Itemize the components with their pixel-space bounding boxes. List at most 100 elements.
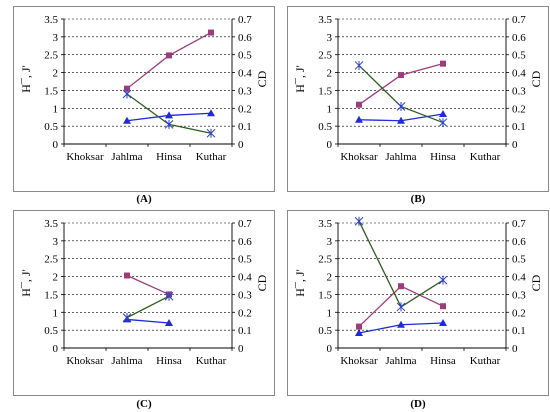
y-right-tick-label: 0.5 [238,50,252,62]
x-tick-label: Khoksar [340,151,378,163]
y-left-tick-label: 1.5 [44,85,58,97]
y-right-axis-title: CD [529,70,543,87]
y-left-tick-label: 0 [53,343,59,355]
series-line [358,220,444,308]
data-point-star [122,313,132,323]
y-left-tick-label: 0.5 [44,121,58,133]
y-right-tick-label: 0 [512,343,518,355]
y-right-tick-label: 0.6 [238,32,252,44]
caption-c: (C) [136,398,152,410]
x-tick-label: Jahlma [385,355,416,367]
chart-panel-c: 0 0.5 1 1.5 2 2.5 3 3.5 0 0.1 0.2 0.3 0.4 0.5 0.6 0.7 Kh… [13,210,275,396]
y-right-axis-title: CD [529,274,543,291]
x-tick-label: Jahlma [385,151,416,163]
data-point-triangle [123,116,131,124]
y-left-tick-label: 1 [53,307,59,319]
series-line [358,63,444,106]
y-right-tick-label: 0.2 [512,307,526,319]
data-point-square [440,303,446,310]
data-point-triangle [165,319,173,326]
y-left-tick-label: 0 [327,139,333,151]
y-right-tick-label: 0.4 [238,272,252,284]
chart-a: 0 0.5 1 1.5 2 2.5 3 3.5 0 0.1 0.2 0.3 0.4 0.5 0.6 0.7 Kh… [19,14,269,163]
data-point-triangle [397,116,405,124]
data-point-triangle [439,110,447,117]
y-right-tick-label: 0.2 [238,103,252,115]
data-point-triangle [355,115,363,123]
series-line [126,32,212,90]
y-right-tick-label: 0.5 [512,50,526,62]
y-right-tick-label: 0.1 [238,121,252,133]
y-right-tick-label: 0.1 [512,121,526,133]
y-right-tick-label: 0.6 [512,236,526,248]
y-right-tick-label: 0 [238,343,244,355]
x-tick-label: Khoksar [66,151,104,163]
series-line [126,295,170,319]
data-point-star [354,60,364,70]
y-right-tick-label: 0.7 [512,14,526,26]
x-tick-label: Kuthar [196,151,227,163]
caption-d: (D) [410,398,426,410]
x-tick-label: Kuthar [196,355,227,367]
y-left-tick-label: 0 [53,139,59,151]
y-left-tick-label: 3 [53,32,59,44]
data-point-square [356,101,362,108]
x-tick-label: Kuthar [470,355,501,367]
y-left-tick-label: 3 [327,236,333,248]
chart-c: 0 0.5 1 1.5 2 2.5 3 3.5 0 0.1 0.2 0.3 0.4 0.5 0.6 0.7 Kh… [19,218,269,367]
y-left-tick-label: 0.5 [318,325,332,337]
data-point-star [164,119,174,129]
data-point-star [438,275,448,285]
y-right-axis-title: CD [255,274,269,291]
y-right-tick-label: 0.4 [238,68,252,80]
chart-panel-a: 0 0.5 1 1.5 2 2.5 3 3.5 0 0.1 0.2 0.3 0.4 0.5 0.6 0.7 Kh… [13,6,275,192]
chart-b: 0 0.5 1 1.5 2 2.5 3 3.5 0 0.1 0.2 0.3 0.4 0.5 0.6 0.7 Kh… [293,14,543,163]
y-right-tick-label: 0.6 [512,32,526,44]
data-point-square [398,283,404,290]
data-point-star [354,216,364,226]
series-line [126,274,170,296]
y-left-tick-label: 1.5 [318,85,332,97]
data-point-star [206,128,216,138]
x-tick-label: Hinsa [430,151,456,163]
y-right-tick-label: 0.4 [512,272,526,284]
y-right-tick-label: 0.7 [512,218,526,230]
data-point-square [124,272,130,279]
y-left-tick-label: 2 [327,68,333,80]
data-point-star [396,302,406,312]
x-tick-label: Kuthar [470,151,501,163]
data-point-square [440,60,446,67]
y-right-tick-label: 0 [238,139,244,151]
y-left-tick-label: 1 [327,307,333,319]
data-point-square [356,323,362,330]
y-right-tick-label: 0.1 [238,325,252,337]
data-point-triangle [439,319,447,326]
y-left-tick-label: 2 [53,272,59,284]
series-line [126,318,170,324]
y-left-tick-label: 2.5 [44,254,58,266]
caption-b: (B) [410,193,426,205]
chart-panel-b: 0 0.5 1 1.5 2 2.5 3 3.5 0 0.1 0.2 0.3 0.4 0.5 0.6 0.7 Kh… [287,6,549,192]
data-point-triangle [355,329,363,336]
y-left-tick-label: 2 [327,272,333,284]
y-left-tick-label: 2.5 [318,254,332,266]
y-right-tick-label: 0.3 [512,85,526,97]
y-left-axis-title: H¯, J' [19,269,33,297]
y-left-axis-title: H¯, J' [293,269,307,297]
y-right-tick-label: 0.2 [512,103,526,115]
x-tick-label: Hinsa [430,355,456,367]
data-point-star [438,118,448,128]
y-left-tick-label: 1 [327,103,333,115]
y-left-tick-label: 1.5 [44,289,58,301]
data-point-square [124,85,130,92]
data-point-triangle [165,111,173,119]
y-left-tick-label: 3.5 [318,218,332,230]
y-right-tick-label: 0 [512,139,518,151]
y-left-tick-label: 3.5 [44,14,58,26]
caption-a: (A) [136,193,152,205]
y-left-tick-label: 2 [53,68,59,80]
y-left-tick-label: 0 [327,343,333,355]
data-point-triangle [397,320,405,328]
y-right-tick-label: 0.3 [238,85,252,97]
y-left-axis-title: H¯, J' [293,65,307,93]
